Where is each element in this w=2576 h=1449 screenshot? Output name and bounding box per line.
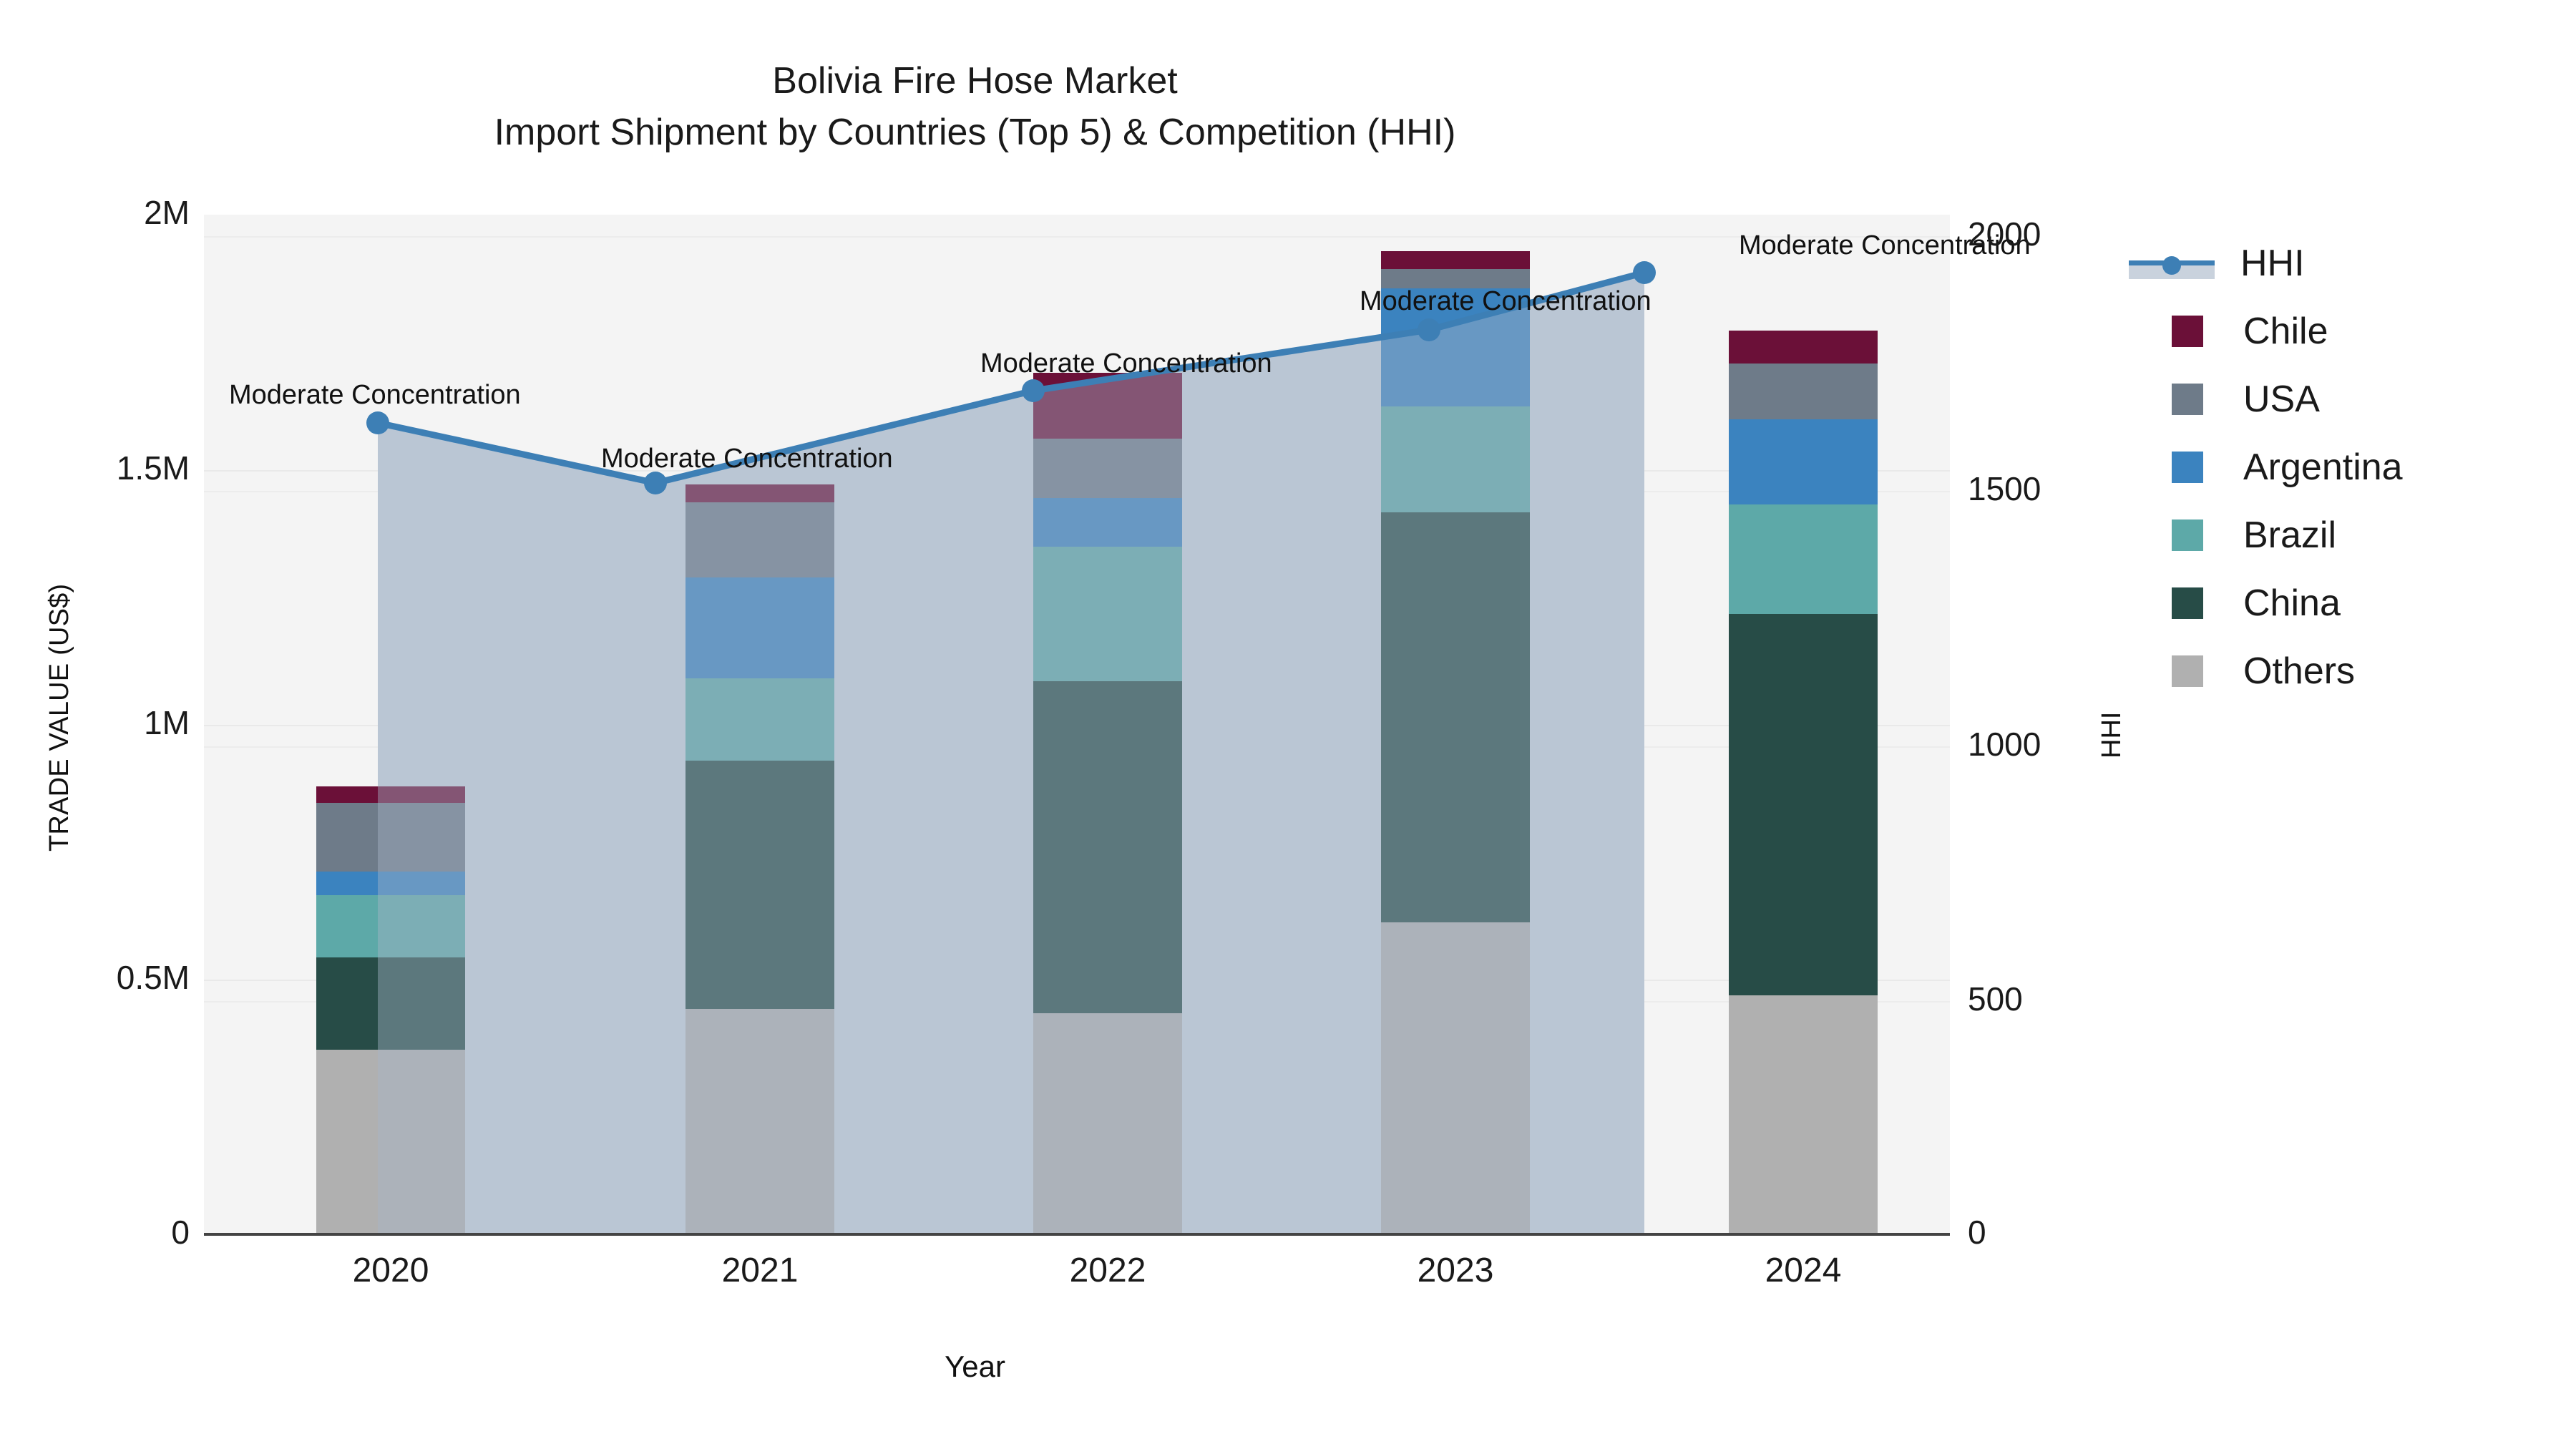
legend-swatch-brazil: [2172, 519, 2203, 551]
y-tick-right-1: 500: [1968, 980, 2023, 1018]
bar-segment-chile-2024: [1729, 331, 1878, 364]
bar-segment-china-2021: [686, 761, 834, 1009]
bar-segment-brazil-2021: [686, 678, 834, 761]
gridline-y2-2000: [204, 236, 1950, 238]
legend-swatch-others: [2172, 655, 2203, 687]
bar-segment-others-2024: [1729, 995, 1878, 1234]
chart-title-block: Bolivia Fire Hose Market Import Shipment…: [0, 56, 1950, 159]
bar-segment-chile-2021: [686, 484, 834, 502]
legend-line-marker-icon: [2129, 248, 2215, 279]
bar-segment-usa-2023: [1381, 269, 1530, 288]
bar-segment-brazil-2022: [1033, 547, 1182, 681]
annotation-2023: Moderate Concentration: [1360, 286, 1652, 316]
bar-segment-brazil-2023: [1381, 406, 1530, 512]
bar-segment-china-2022: [1033, 681, 1182, 1013]
bar-segment-others-2023: [1381, 922, 1530, 1234]
legend-item-brazil[interactable]: Brazil: [2129, 501, 2572, 569]
legend-label-chile: Chile: [2243, 310, 2328, 352]
bar-segment-brazil-2024: [1729, 504, 1878, 614]
legend-label-argentina: Argentina: [2243, 446, 2403, 488]
legend-label-others: Others: [2243, 650, 2356, 692]
legend-swatch-usa: [2172, 383, 2203, 415]
legend-item-chile[interactable]: Chile: [2129, 297, 2572, 365]
bar-segment-usa-2021: [686, 502, 834, 577]
y-tick-left-3: 1.5M: [116, 449, 190, 487]
x-tick-2022: 2022: [1069, 1252, 1146, 1289]
bar-segment-others-2021: [686, 1009, 834, 1234]
y-tick-left-4: 2M: [144, 194, 190, 231]
chart-title-line-1: Bolivia Fire Hose Market: [772, 60, 1178, 102]
bar-segment-argentina-2020: [316, 872, 465, 895]
x-axis-title: Year: [945, 1350, 1005, 1383]
x-tick-2021: 2021: [721, 1252, 799, 1289]
bar-segment-argentina-2022: [1033, 498, 1182, 547]
bar-segment-chile-2020: [316, 786, 465, 803]
legend-item-usa[interactable]: USA: [2129, 365, 2572, 433]
legend-label-china: China: [2243, 582, 2341, 624]
y-tick-right-4: 2000: [1968, 215, 2041, 253]
y-tick-left-1: 0.5M: [116, 959, 190, 996]
bar-segment-others-2020: [316, 1050, 465, 1234]
annotation-2022: Moderate Concentration: [980, 348, 1272, 379]
x-tick-2023: 2023: [1417, 1252, 1494, 1289]
y-tick-left-2: 1M: [144, 704, 190, 741]
y-tick-right-2: 1000: [1968, 726, 2041, 763]
legend-item-others[interactable]: Others: [2129, 637, 2572, 705]
bar-segment-brazil-2020: [316, 895, 465, 957]
legend-item-argentina[interactable]: Argentina: [2129, 433, 2572, 501]
bar-segment-argentina-2024: [1729, 419, 1878, 504]
legend-label-hhi: HHI: [2240, 242, 2305, 284]
bar-segment-china-2024: [1729, 614, 1878, 995]
x-tick-2024: 2024: [1765, 1252, 1842, 1289]
x-axis-line: [204, 1233, 1950, 1236]
legend-swatch-chile: [2172, 315, 2203, 347]
legend-label-brazil: Brazil: [2243, 514, 2337, 556]
y-axis-left-title: TRADE VALUE (US$): [44, 583, 74, 852]
bar-segment-china-2023: [1381, 512, 1530, 922]
legend: HHI Chile USA Argentina Brazil China Others: [2129, 229, 2572, 705]
y-tick-right-0: 0: [1968, 1214, 1986, 1251]
legend-item-china[interactable]: China: [2129, 569, 2572, 637]
annotation-2024: Moderate Concentration: [1739, 230, 2031, 260]
chart-title-line-2: Import Shipment by Countries (Top 5) & C…: [494, 111, 1456, 153]
bar-segment-usa-2022: [1033, 439, 1182, 498]
bar-segment-usa-2020: [316, 803, 465, 872]
y-tick-right-3: 1500: [1968, 470, 2041, 507]
bar-segment-china-2020: [316, 957, 465, 1050]
bar-segment-chile-2023: [1381, 251, 1530, 269]
bar-segment-chile-2022: [1033, 373, 1182, 439]
bar-segment-argentina-2021: [686, 577, 834, 678]
y-axis-right-title: HHI: [2097, 711, 2127, 758]
annotation-2020: Moderate Concentration: [229, 380, 521, 410]
legend-swatch-argentina: [2172, 451, 2203, 483]
y-tick-left-0: 0: [171, 1214, 190, 1251]
bar-segment-usa-2024: [1729, 364, 1878, 419]
legend-swatch-china: [2172, 587, 2203, 619]
legend-label-usa: USA: [2243, 378, 2320, 420]
bar-segment-others-2022: [1033, 1013, 1182, 1234]
annotation-2021: Moderate Concentration: [601, 444, 893, 474]
x-tick-2020: 2020: [352, 1252, 429, 1289]
legend-item-hhi[interactable]: HHI: [2129, 229, 2572, 297]
